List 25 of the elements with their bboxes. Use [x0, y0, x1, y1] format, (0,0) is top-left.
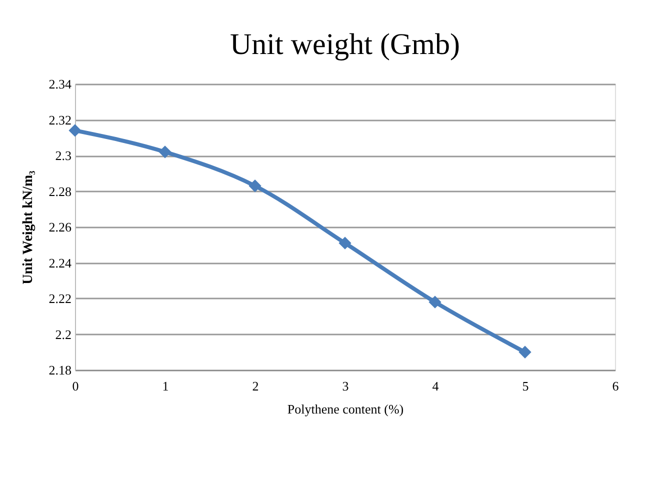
y-tick-label: 2.22 — [48, 291, 72, 306]
x-tick-label: 3 — [342, 378, 349, 394]
x-tick-label: 2 — [252, 378, 259, 394]
y-tick-label: 2.26 — [48, 220, 72, 234]
y-tick-label: 2.3 — [55, 148, 72, 163]
x-tick-label: 1 — [162, 378, 169, 394]
y-tick-label: 2.18 — [48, 362, 72, 378]
chart-title: Unit weight (Gmb) — [230, 28, 460, 61]
point — [338, 236, 352, 250]
y-tick-label: 2.34 — [48, 76, 72, 92]
x-tick-label: 5 — [522, 378, 529, 394]
y-tick-label: 2.24 — [48, 255, 72, 270]
point — [158, 146, 172, 158]
point — [428, 296, 442, 308]
x-tick-label: 0 — [72, 378, 79, 394]
y-tick-label: 2.2 — [55, 326, 72, 342]
point — [518, 346, 532, 358]
x-axis-title: Polythene content (%) — [287, 402, 404, 416]
x-tick-label: 6 — [612, 378, 620, 394]
x-tick-label: 4 — [432, 378, 440, 394]
y-tick-label: 2.32 — [48, 112, 72, 128]
point — [248, 180, 262, 192]
y-tick-label: 2.28 — [48, 184, 72, 199]
point — [68, 124, 82, 137]
y-axis-title: Unit Weight kN/m₃ — [20, 170, 36, 284]
